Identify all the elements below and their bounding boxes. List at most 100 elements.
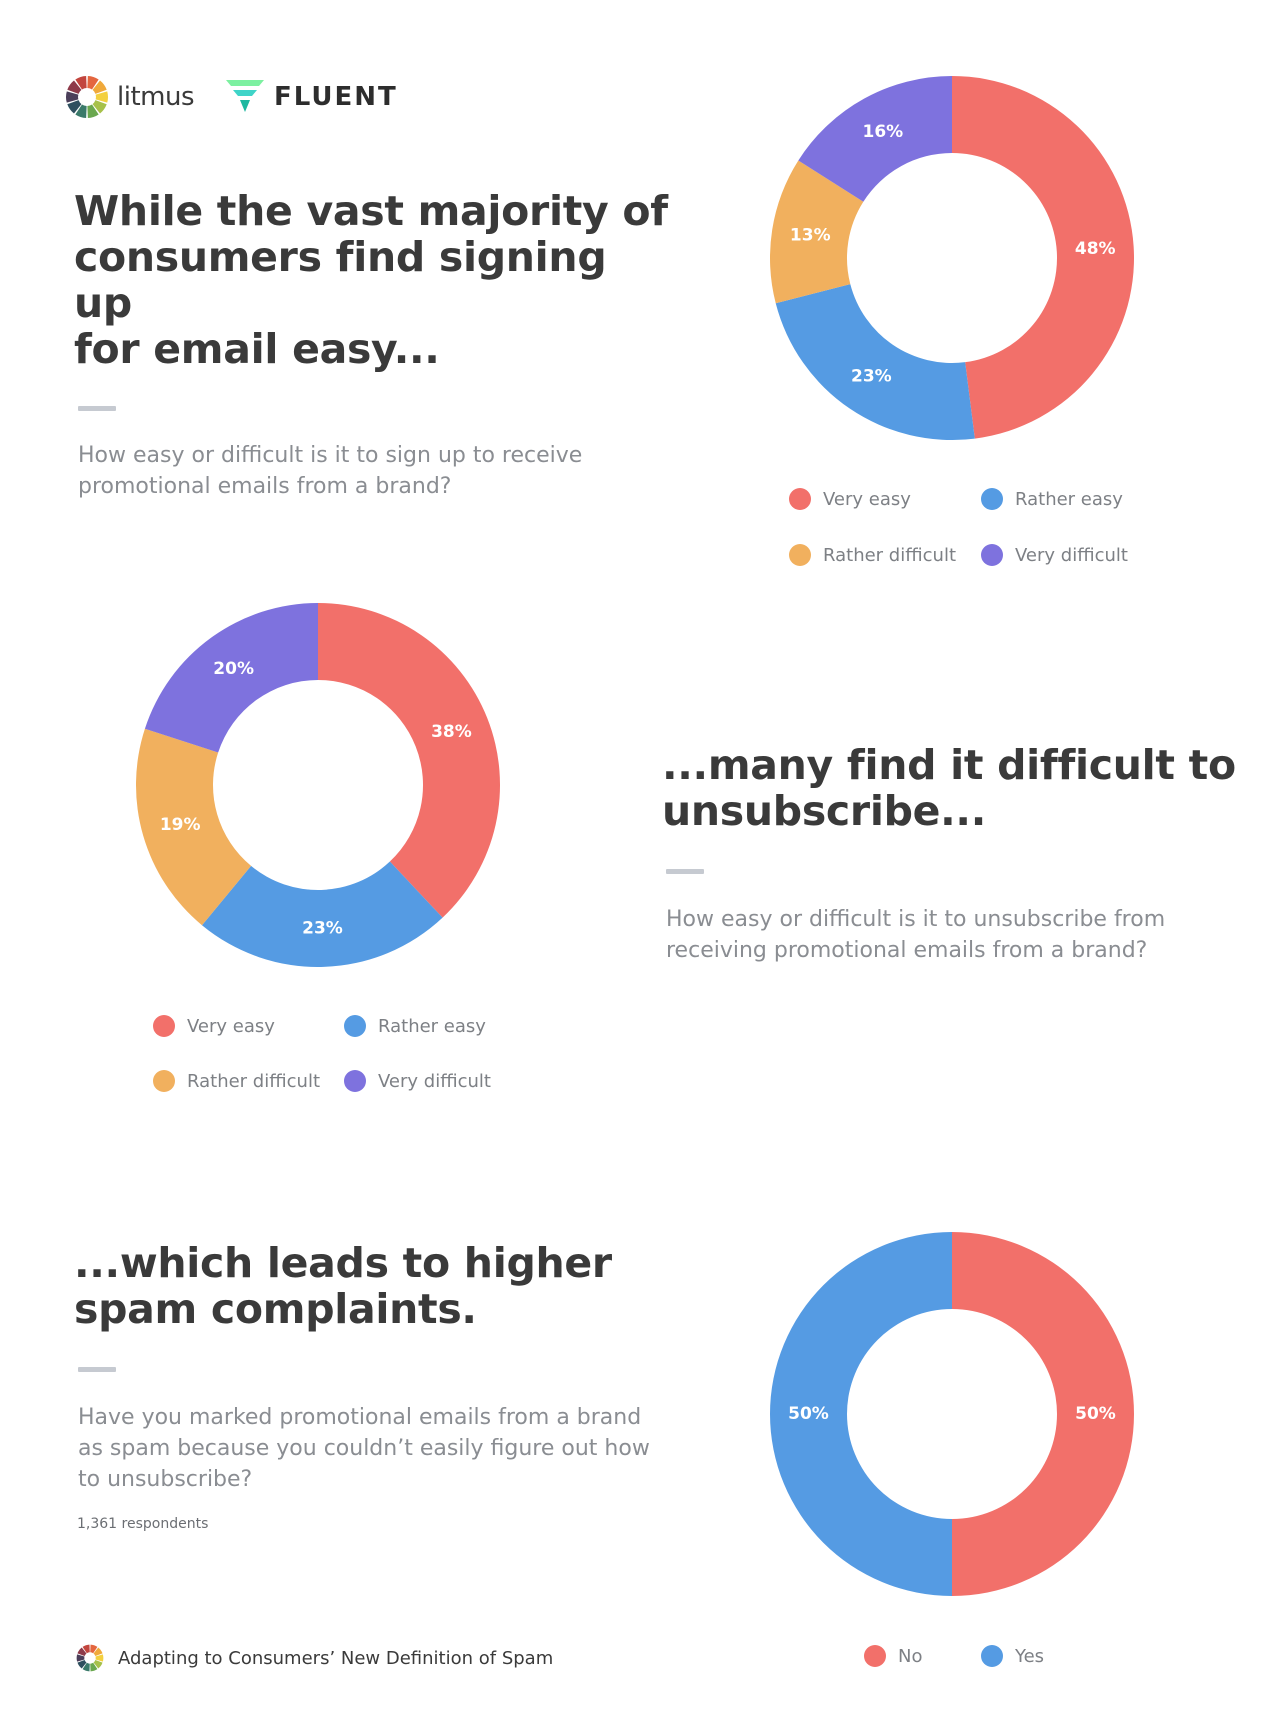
donut-slice: [318, 603, 500, 918]
donut-slice: [136, 728, 252, 926]
fluent-logo: FLUENT: [226, 80, 398, 114]
spam-question-line: to unsubscribe?: [78, 1467, 253, 1492]
signup-question-line: How easy or difficult is it to sign up t…: [78, 443, 583, 468]
litmus-wheel-segment: [66, 91, 79, 103]
signup-headline-line: While the vast majority of: [74, 187, 668, 235]
section-unsubscribe: ...many find it difficult to unsubscribe…: [662, 742, 1262, 966]
litmus-wheel-segment: [77, 1659, 87, 1669]
unsubscribe-headline-line: ...many find it difficult to: [662, 741, 1236, 789]
donut-slice: [952, 1232, 1134, 1596]
litmus-wheel-segment: [67, 100, 82, 114]
litmus-wheel-segment: [90, 1662, 98, 1672]
donut-slice-label: 50%: [788, 1404, 829, 1424]
litmus-wheel-segment: [82, 1662, 90, 1672]
section-spam: ...which leads to higher spam complaints…: [74, 1240, 694, 1532]
section-divider: [78, 1367, 116, 1372]
donut-slice-label: 16%: [863, 122, 904, 142]
legend-label: Rather easy: [378, 1015, 486, 1037]
unsubscribe-headline: ...many find it difficult to unsubscribe…: [662, 742, 1262, 834]
litmus-wheel-segment: [93, 1647, 103, 1657]
litmus-wheel-segment: [75, 76, 87, 90]
donut-slice: [770, 160, 864, 304]
litmus-wheel-segment: [90, 1644, 98, 1654]
litmus-wheel-segment: [92, 100, 107, 114]
litmus-wheel-segment: [77, 1647, 87, 1657]
legend-item-no: No: [864, 1642, 922, 1670]
legend-label: Rather easy: [1015, 488, 1123, 510]
footer: Adapting to Consumers’ New Definition of…: [76, 1644, 553, 1672]
unsubscribe-question-line: receiving promotional emails from a bran…: [666, 938, 1148, 963]
donut-slice-label: 48%: [1075, 239, 1116, 259]
donut-slice: [952, 76, 1134, 439]
legend-label: Very difficult: [378, 1070, 491, 1092]
donut-slice: [770, 1232, 952, 1596]
donut-slice-label: 23%: [851, 367, 892, 387]
unsubscribe-donut-chart: 38% 23% 19% 20%: [136, 603, 500, 967]
spam-question-line: as spam because you couldn’t easily figu…: [78, 1436, 650, 1461]
legend-dot: [981, 544, 1003, 566]
legend-label: Very difficult: [1015, 544, 1128, 566]
donut-slice-label: 13%: [790, 226, 831, 246]
legend-label: Very easy: [187, 1015, 275, 1037]
litmus-wheel-segment: [87, 104, 99, 118]
legend-item-very-easy: Very easy: [153, 1012, 275, 1040]
donut-slice-label: 23%: [302, 918, 343, 938]
legend-item-very-difficult: Very difficult: [344, 1067, 491, 1095]
legend-dot: [789, 544, 811, 566]
litmus-wheel-segment: [95, 91, 108, 103]
donut-slice: [775, 284, 975, 440]
legend-dot: [981, 1645, 1003, 1667]
spam-headline-line: spam complaints.: [74, 1285, 477, 1333]
section-divider: [78, 406, 116, 411]
legend-item-rather-easy: Rather easy: [344, 1012, 486, 1040]
litmus-wheel-segment: [76, 1654, 85, 1662]
legend-label: Yes: [1015, 1645, 1045, 1667]
spam-question-line: Have you marked promotional emails from …: [78, 1405, 642, 1430]
donut-slice: [798, 76, 952, 202]
litmus-wheel-segment: [95, 1654, 104, 1662]
litmus-wheel-icon: [76, 1644, 104, 1672]
legend-item-rather-difficult: Rather difficult: [789, 541, 956, 569]
signup-question: How easy or difficult is it to sign up t…: [78, 440, 674, 502]
legend-dot: [864, 1645, 886, 1667]
signup-headline-line: for email easy...: [74, 325, 440, 373]
legend-dot: [981, 488, 1003, 510]
litmus-wheel-segment: [75, 104, 87, 118]
legend-dot: [153, 1015, 175, 1037]
fluent-logo-text: FLUENT: [274, 82, 398, 112]
legend-label: Rather difficult: [187, 1070, 320, 1092]
legend-item-yes: Yes: [981, 1642, 1044, 1670]
section-divider: [666, 869, 704, 874]
unsubscribe-question: How easy or difficult is it to unsubscri…: [666, 904, 1262, 966]
footer-title: Adapting to Consumers’ New Definition of…: [118, 1647, 554, 1669]
donut-slice: [144, 603, 318, 753]
legend-label: Rather difficult: [823, 544, 956, 566]
spam-donut-chart: 50% 50%: [770, 1232, 1134, 1596]
unsubscribe-headline-line: unsubscribe...: [662, 787, 986, 835]
legend-item-rather-difficult: Rather difficult: [153, 1067, 320, 1095]
legend-label: Very easy: [823, 488, 911, 510]
legend-item-very-difficult: Very difficult: [981, 541, 1128, 569]
signup-headline-line: consumers find signing up: [74, 233, 607, 327]
spam-question: Have you marked promotional emails from …: [78, 1402, 694, 1495]
donut-slice-label: 20%: [213, 659, 254, 679]
donut-slice-label: 38%: [431, 722, 472, 742]
spam-headline: ...which leads to higher spam complaints…: [74, 1240, 694, 1332]
legend-label: No: [898, 1645, 923, 1667]
litmus-wheel-segment: [67, 80, 82, 94]
litmus-logo-text: litmus: [117, 82, 195, 112]
signup-donut-chart: 48% 23% 13% 16%: [770, 76, 1134, 440]
litmus-wheel-segment: [87, 76, 99, 90]
legend-item-rather-easy: Rather easy: [981, 485, 1123, 513]
donut-slice-label: 19%: [160, 815, 201, 835]
litmus-logo: litmus: [65, 75, 195, 119]
litmus-wheel-segment: [82, 1644, 90, 1654]
donut-slice: [201, 861, 443, 967]
unsubscribe-question-line: How easy or difficult is it to unsubscri…: [666, 907, 1166, 932]
legend-dot: [789, 488, 811, 510]
legend-item-very-easy: Very easy: [789, 485, 911, 513]
legend-dot: [344, 1015, 366, 1037]
litmus-wheel-segment: [93, 1659, 103, 1669]
spam-headline-line: ...which leads to higher: [74, 1239, 612, 1287]
fluent-chevron-icon: [226, 80, 264, 112]
